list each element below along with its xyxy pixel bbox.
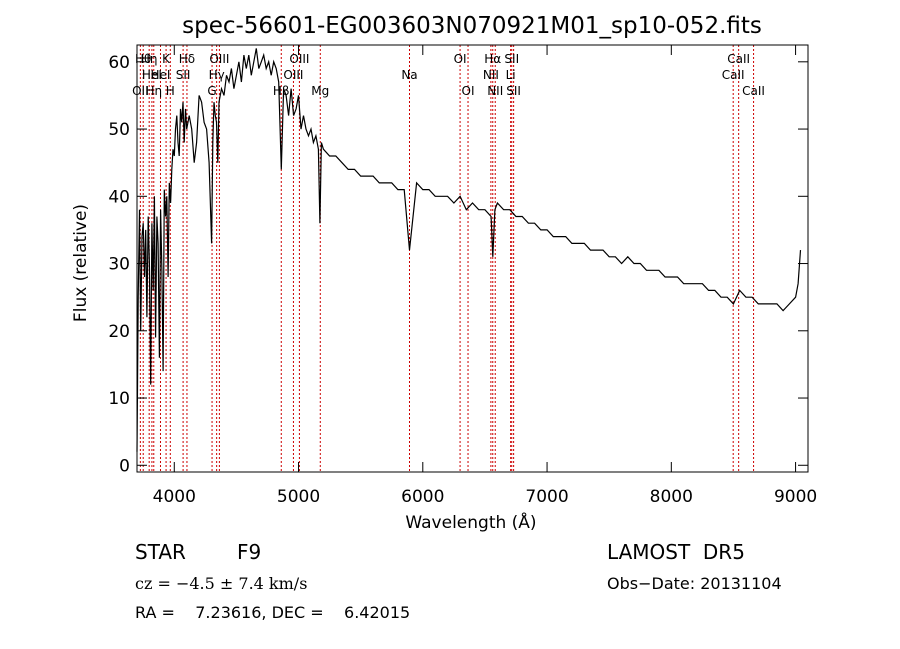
y-tick-label: 50	[108, 120, 130, 140]
chart-title: spec-56601-EG003603N070921M01_sp10-052.f…	[182, 13, 762, 39]
survey-name: LAMOST DR5	[607, 540, 745, 564]
x-axis-ticks: 4000 5000 6000 7000 8000 9000	[153, 45, 817, 507]
spectral-line-label: G	[207, 84, 216, 98]
spectral-line-label: H	[166, 84, 175, 98]
spectral-line-label: HeI	[151, 68, 171, 82]
redshift-velocity: cz = −4.5 ± 7.4 km/s	[135, 574, 308, 593]
spectral-line-label: Hα	[484, 52, 501, 66]
spectral-line-label: NII	[487, 84, 503, 98]
spectral-line-label: OIII	[283, 68, 303, 82]
x-tick-label: 4000	[153, 487, 196, 507]
x-tick-label: 8000	[650, 487, 693, 507]
object-class: STAR	[135, 540, 186, 564]
spectral-line-label: OIII	[289, 52, 309, 66]
spectral-line-label: Hδ	[179, 52, 195, 66]
y-tick-label: 10	[108, 389, 130, 409]
spectral-line-labels: OIIHθHηHeIHηHeIKHSIIHδGHγOIIIHβOIIIOIIIM…	[132, 52, 765, 98]
y-tick-label: 20	[108, 322, 130, 342]
x-tick-label: 6000	[401, 487, 444, 507]
spectral-line-label: OI	[454, 52, 467, 66]
ra-dec-coordinates: RA = 7.23616, DEC = 6.42015	[135, 603, 411, 622]
spectral-line-label: Mg	[311, 84, 329, 98]
spectral-line-label: Li	[506, 68, 516, 82]
spectral-line-markers	[139, 45, 755, 472]
spectral-line-label: Hθ	[135, 52, 151, 66]
x-tick-label: 5000	[277, 487, 320, 507]
spectral-line-label: OI	[462, 84, 475, 98]
x-tick-label: 9000	[774, 487, 817, 507]
spectral-line-label: Hγ	[209, 68, 225, 82]
spectral-line-label: Na	[401, 68, 417, 82]
x-tick-label: 7000	[525, 487, 568, 507]
spectral-line-label: Hη	[145, 84, 162, 98]
spectral-line-label: K	[162, 52, 171, 66]
spectral-line-label: OIII	[209, 52, 229, 66]
observation-date: Obs−Date: 20131104	[607, 574, 782, 593]
spectral-line-label: HeI	[142, 68, 162, 82]
object-subclass: F9	[237, 540, 262, 564]
spectral-line-label: SII	[506, 84, 521, 98]
y-tick-label: 60	[108, 53, 130, 73]
y-tick-label: 40	[108, 187, 130, 207]
spectrum-series-line	[136, 48, 802, 452]
spectral-line-label: SII	[176, 68, 191, 82]
y-tick-label: 30	[108, 255, 130, 275]
spectral-line-label: Hβ	[273, 84, 290, 98]
x-axis-label: Wavelength (Å)	[405, 511, 536, 533]
spectral-line-label: CaII	[742, 84, 765, 98]
spectral-line-label: CaII	[727, 52, 750, 66]
y-axis-ticks: 0 10 20 30 40 50 60	[108, 53, 808, 476]
y-axis-label: Flux (relative)	[71, 204, 91, 322]
plot-frame	[136, 44, 809, 473]
spectral-line-label: CaII	[722, 68, 745, 82]
spectral-line-label: SII	[504, 52, 519, 66]
spectral-line-label: NII	[483, 68, 499, 82]
y-tick-label: 0	[119, 456, 130, 476]
spectral-line-label: Hη	[141, 52, 158, 66]
spectral-line-label: OII	[132, 84, 149, 98]
